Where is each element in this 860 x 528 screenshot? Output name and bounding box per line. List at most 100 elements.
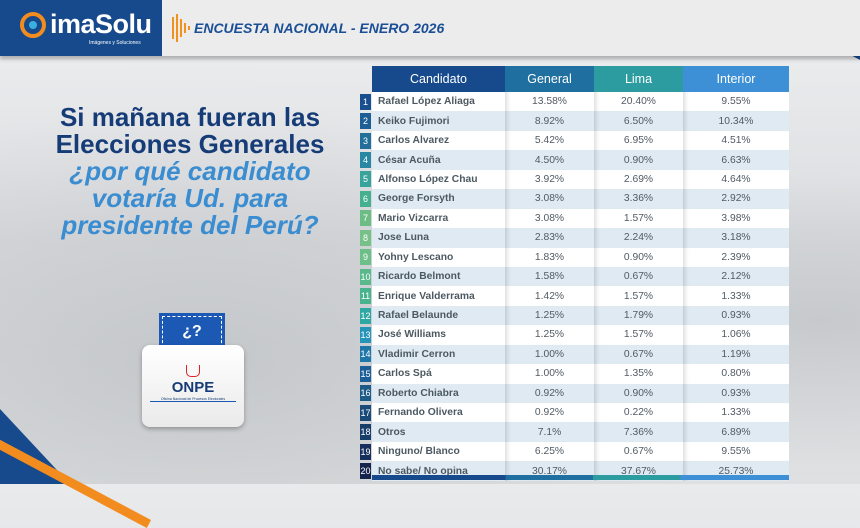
rank-badge: 19 (360, 443, 371, 460)
lima-value: 1.57% (594, 286, 683, 306)
table-row: 2 Keiko Fujimori 8.92% 6.50% 10.34% (360, 111, 789, 131)
interior-value: 2.92% (683, 189, 789, 209)
lima-value: 0.67% (594, 266, 683, 287)
lima-value: 1.57% (594, 325, 683, 345)
general-value: 3.08% (505, 189, 594, 209)
lima-value: 6.95% (594, 130, 683, 151)
general-value: 13.58% (505, 92, 594, 112)
brand-name: imaSolu (50, 9, 152, 39)
lima-value: 0.90% (594, 383, 683, 403)
rank-badge: 17 (360, 404, 371, 421)
survey-title: ENCUESTA NACIONAL - ENERO 2026 (194, 20, 445, 36)
rank-badge: 9 (360, 249, 371, 266)
lima-value: 1.35% (594, 364, 683, 384)
lima-value: 1.57% (594, 208, 683, 229)
onpe-subtitle: Oficina Nacional de Procesos Electorales (150, 397, 236, 402)
candidate-name: Keiko Fujimori (372, 111, 505, 131)
header-lima: Lima (594, 66, 683, 92)
rank-badge: 6 (360, 190, 371, 207)
logo: imaSolu Imágenes y Soluciones (0, 0, 162, 56)
interior-value: 1.33% (683, 403, 789, 423)
rank-badge: 20 (360, 463, 371, 480)
interior-value: 3.98% (683, 208, 789, 229)
interior-value: 2.12% (683, 266, 789, 287)
ballot-box: ONPE Oficina Nacional de Procesos Electo… (142, 345, 244, 427)
candidate-name: Fernando Olivera (372, 403, 505, 423)
rank-badge: 11 (360, 288, 371, 305)
rank-badge: 2 (360, 113, 371, 130)
interior-value: 1.33% (683, 286, 789, 306)
general-value: 1.00% (505, 344, 594, 365)
candidate-name: Rafael López Aliaga (372, 92, 505, 112)
table-row: 19 Ninguno/ Blanco 6.25% 0.67% 9.55% (360, 441, 789, 462)
lima-value: 0.90% (594, 150, 683, 170)
logo-icon (20, 12, 46, 38)
table-row: 17 Fernando Olivera 0.92% 0.22% 1.33% (360, 403, 789, 423)
rank-badge: 5 (360, 171, 371, 188)
candidate-name: César Acuña (372, 150, 505, 170)
general-value: 8.92% (505, 111, 594, 131)
lima-value: 0.90% (594, 247, 683, 267)
table-row: 11 Enrique Valderrama 1.42% 1.57% 1.33% (360, 286, 789, 306)
lima-value: 0.67% (594, 344, 683, 365)
rank-badge: 15 (360, 365, 371, 382)
interior-value: 2.39% (683, 247, 789, 267)
question: Si mañana fueran las Elecciones Generale… (30, 104, 350, 239)
general-value: 3.92% (505, 169, 594, 190)
candidate-name: Ninguno/ Blanco (372, 441, 505, 462)
candidate-name: Jose Luna (372, 228, 505, 248)
lima-value: 3.36% (594, 189, 683, 209)
lima-value: 2.69% (594, 169, 683, 190)
general-value: 3.08% (505, 208, 594, 229)
rank-badge: 4 (360, 152, 371, 169)
candidate-name: Carlos Alvarez (372, 130, 505, 151)
onpe-logo: ONPE (171, 379, 215, 396)
general-value: 1.58% (505, 266, 594, 287)
header-general: General (505, 66, 594, 92)
general-value: 5.42% (505, 130, 594, 151)
lima-value: 1.79% (594, 305, 683, 326)
rank-badge: 3 (360, 132, 371, 149)
rank-badge: 14 (360, 346, 371, 363)
interior-value: 9.55% (683, 92, 789, 112)
interior-value: 4.64% (683, 169, 789, 190)
interior-value: 6.89% (683, 422, 789, 442)
table-row: 16 Roberto Chiabra 0.92% 0.90% 0.93% (360, 383, 789, 403)
table-row: 14 Vladimir Cerron 1.00% 0.67% 1.19% (360, 344, 789, 365)
audio-bars-icon (172, 14, 190, 42)
general-value: 1.42% (505, 286, 594, 306)
general-value: 0.92% (505, 383, 594, 403)
table-row: 6 George Forsyth 3.08% 3.36% 2.92% (360, 189, 789, 209)
brand-subtitle: Imágenes y Soluciones (89, 40, 141, 46)
interior-value: 9.55% (683, 441, 789, 462)
table-row: 3 Carlos Alvarez 5.42% 6.95% 4.51% (360, 130, 789, 151)
rank-badge: 18 (360, 424, 371, 441)
candidate-name: Vladimir Cerron (372, 344, 505, 365)
table-row: 10 Ricardo Belmont 1.58% 0.67% 2.12% (360, 266, 789, 287)
lima-value: 2.24% (594, 228, 683, 248)
candidate-name: Rafael Belaunde (372, 305, 505, 326)
lima-value: 6.50% (594, 111, 683, 131)
general-value: 1.25% (505, 325, 594, 345)
header-interior: Interior (683, 66, 789, 92)
candidate-name: Yohny Lescano (372, 247, 505, 267)
rank-badge: 13 (360, 326, 371, 343)
candidate-name: Ricardo Belmont (372, 266, 505, 287)
candidate-name: Alfonso López Chau (372, 169, 505, 190)
general-value: 7.1% (505, 422, 594, 442)
general-value: 4.50% (505, 150, 594, 170)
candidate-name: Enrique Valderrama (372, 286, 505, 306)
question-line1: Si mañana fueran las Elecciones Generale… (55, 102, 325, 159)
table-row: 5 Alfonso López Chau 3.92% 2.69% 4.64% (360, 169, 789, 190)
interior-value: 6.63% (683, 150, 789, 170)
rank-badge: 12 (360, 307, 371, 324)
table-row: 15 Carlos Spá 1.00% 1.35% 0.80% (360, 364, 789, 384)
candidate-name: Mario Vizcarra (372, 208, 505, 229)
table-row: 1 Rafael López Aliaga 13.58% 20.40% 9.55… (360, 92, 789, 112)
lima-value: 7.36% (594, 422, 683, 442)
table-row: 12 Rafael Belaunde 1.25% 1.79% 0.93% (360, 305, 789, 326)
general-value: 2.83% (505, 228, 594, 248)
candidate-name: Carlos Spá (372, 364, 505, 384)
rank-badge: 7 (360, 210, 371, 227)
interior-value: 10.34% (683, 111, 789, 131)
